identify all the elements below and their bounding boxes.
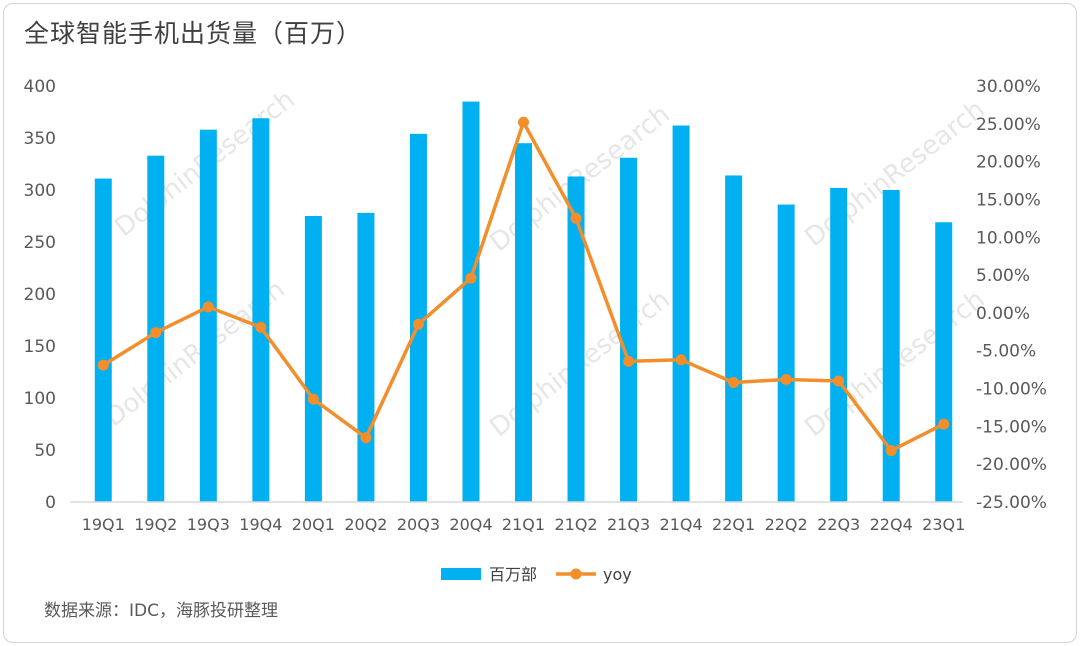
yoy-point [518,116,529,128]
right-axis-tick: 0.00% [976,304,1030,324]
legend-bar-label: 百万部 [489,565,537,584]
left-axis-tick: 250 [24,233,56,253]
yoy-point [885,445,897,457]
right-axis-tick: 15.00% [976,190,1041,210]
yoy-point [833,375,845,387]
right-axis-tick: 5.00% [976,266,1030,286]
yoy-point [938,418,950,430]
right-axis-tick: -5.00% [976,342,1036,362]
yoy-point [202,301,214,313]
right-axis-tick: -20.00% [976,455,1047,475]
x-axis-tick: 20Q1 [292,515,335,534]
bar [830,187,848,503]
right-axis-tick: -25.00% [976,493,1047,513]
x-axis-tick: 22Q1 [712,515,755,534]
left-axis-tick: 400 [24,77,56,97]
yoy-point [150,327,162,339]
x-axis-tick: 19Q1 [82,515,125,534]
right-axis-tick: 20.00% [976,153,1041,173]
bar [567,176,585,503]
x-axis-tick: 22Q4 [870,515,913,534]
x-axis-tick: 21Q4 [660,515,703,534]
left-axis-tick: 50 [34,441,56,461]
bar [357,212,375,502]
legend-line-marker [570,568,582,580]
x-axis-tick: 19Q3 [187,515,230,534]
x-axis-tick: 19Q4 [239,515,282,534]
bar [199,129,217,502]
right-axis-tick: 25.00% [976,115,1041,135]
bar [252,118,270,503]
bar [462,101,480,502]
yoy-point [728,376,740,388]
left-axis-tick: 350 [24,129,56,149]
x-axis-tick: 21Q1 [502,515,545,534]
bar [935,222,953,503]
yoy-point [97,359,109,371]
left-axis-tick: 150 [24,337,56,357]
left-axis-tick: 0 [45,493,56,513]
x-axis-tick: 20Q2 [344,515,387,534]
left-axis-tick: 200 [24,285,56,305]
legend-line-label: yoy [603,565,632,584]
x-axis-tick: 23Q1 [922,515,965,534]
bar [672,125,690,503]
x-axis-tick: 21Q2 [554,515,597,534]
yoy-point [255,321,267,333]
bar [304,216,322,502]
x-axis-tick: 21Q3 [607,515,650,534]
chart-title: 全球智能手机出货量（百万） [24,19,363,48]
bar [94,178,112,502]
right-axis-tick: 10.00% [976,228,1041,248]
x-axis-tick: 19Q2 [134,515,177,534]
yoy-point [412,318,424,330]
watermark-layer: DolphinResearchDolphinResearchDolphinRes… [100,84,991,443]
yoy-point [570,212,582,224]
yoy-point [780,373,792,385]
yoy-point [307,393,319,405]
yoy-point [360,432,372,444]
axes: 0 50 100 150 200 250 300 350 400 -25.00% -20.00% -1… [24,77,1047,534]
right-axis-tick: -15.00% [976,417,1047,437]
line-series [97,116,950,457]
yoy-point [465,272,477,284]
bar [882,190,900,502]
left-axis-tick: 100 [24,389,56,409]
yoy-point [675,354,687,366]
bar [409,133,427,502]
x-axis-tick: 20Q3 [397,515,440,534]
bar [515,143,532,502]
right-axis-tick: -10.00% [976,380,1047,400]
bar [777,204,795,502]
bar [620,157,638,502]
legend-bar-swatch [441,568,481,580]
left-axis-tick: 300 [24,181,56,201]
x-axis-tick: 20Q4 [449,515,492,534]
bar-series [94,101,953,503]
bar [725,175,743,502]
yoy-point [623,355,635,367]
x-axis-tick: 22Q3 [817,515,860,534]
right-axis-tick: 30.00% [976,77,1041,97]
x-axis-tick: 22Q2 [765,515,808,534]
legend: 百万部 yoy [441,565,632,584]
source-note: 数据来源：IDC，海豚投研整理 [44,601,278,621]
